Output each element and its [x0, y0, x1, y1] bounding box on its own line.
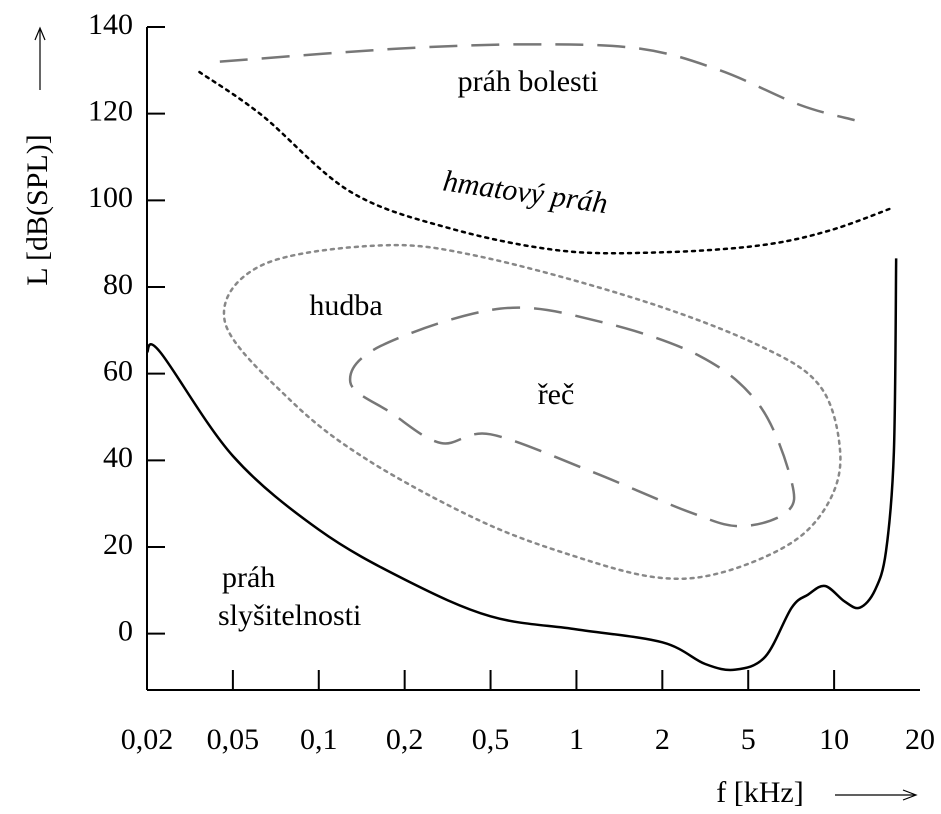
x-tick-label: 0,2 [386, 723, 424, 756]
curve [348, 306, 796, 528]
curve [198, 70, 896, 255]
x-tick-label: 0,02 [121, 723, 174, 756]
annotation: práh [222, 561, 275, 594]
y-tick-label: 40 [103, 441, 133, 474]
x-tick-label: 2 [655, 723, 670, 756]
x-tick-label: 5 [741, 723, 756, 756]
x-tick-label: 0,5 [472, 723, 510, 756]
x-tick-label: 10 [819, 723, 849, 756]
curve [219, 43, 855, 122]
annotation: slyšitelnosti [218, 599, 361, 632]
x-tick-label: 0,05 [207, 723, 260, 756]
x-tick-label: 20 [905, 723, 935, 756]
annotation: práh bolesti [458, 65, 599, 98]
y-tick-label: 100 [88, 181, 133, 214]
y-axis-label: L [dB(SPL)] [21, 134, 54, 285]
y-tick-label: 120 [88, 95, 133, 128]
annotation: řeč [538, 378, 575, 411]
curve [145, 258, 898, 672]
annotation: hudba [309, 289, 382, 322]
y-tick-label: 20 [103, 528, 133, 561]
x-axis-label: f [kHz] [716, 776, 803, 809]
x-arrow [835, 789, 918, 801]
y-tick-label: 140 [88, 8, 133, 41]
y-arrow [34, 26, 46, 90]
y-tick-label: 80 [103, 268, 133, 301]
curve [222, 243, 842, 581]
y-tick-label: 60 [103, 355, 133, 388]
x-tick-label: 1 [569, 723, 584, 756]
y-tick-label: 0 [118, 615, 133, 648]
x-tick-label: 0,1 [300, 723, 338, 756]
annotation: hmatový práh [441, 165, 610, 221]
